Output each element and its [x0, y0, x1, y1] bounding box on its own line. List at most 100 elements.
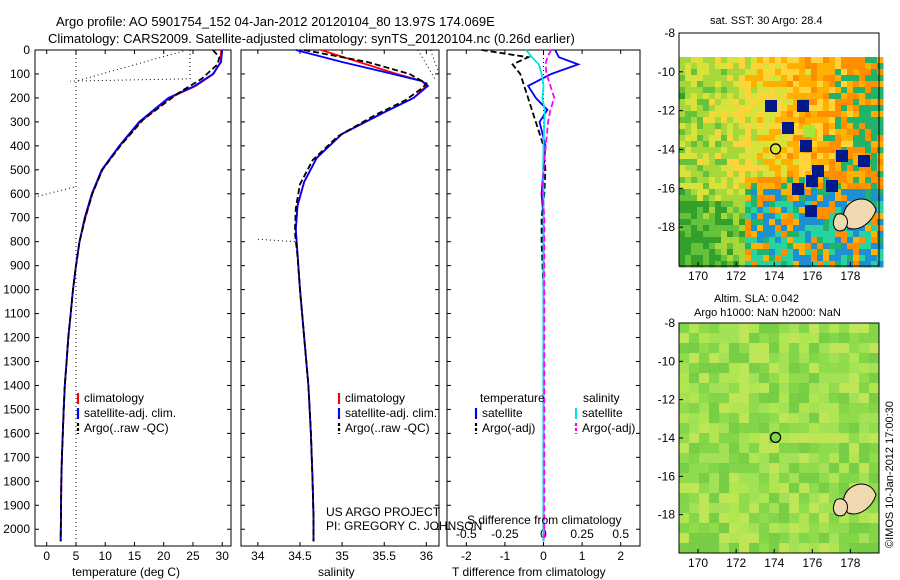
- sst-map-cell: [787, 183, 794, 190]
- depth-tick-label: 1400: [3, 378, 30, 392]
- sla-map-lat-tick-label: -8: [664, 316, 675, 330]
- sst-map-cell: [823, 231, 830, 238]
- sla-map-cell: [729, 403, 740, 414]
- sst-map-cell: [865, 135, 872, 142]
- sla-map-cell: [709, 403, 720, 414]
- temperature-tick-label: 20: [157, 549, 171, 563]
- sst-map-cell: [733, 153, 740, 160]
- sst-map-cell: [805, 255, 812, 262]
- sst-map-cell: [733, 141, 740, 148]
- sla-map-cell: [779, 393, 790, 404]
- sst-map-cell: [727, 201, 734, 208]
- salinity-legend-label: climatology: [345, 391, 405, 405]
- sst-map-cell: [823, 237, 830, 244]
- difference-salinity-legend-label: Argo(-adj): [582, 421, 635, 435]
- depth-tick-label: 1100: [4, 307, 30, 321]
- sst-map-cell: [745, 87, 752, 94]
- sla-map-lat-tick-label: -12: [658, 393, 676, 407]
- sst-map-cell: [739, 183, 746, 190]
- sst-map-cell: [745, 45, 752, 52]
- sst-map-cell: [727, 93, 734, 100]
- sst-map-cell: [787, 189, 794, 196]
- sst-map-cell: [799, 57, 806, 64]
- sst-map-cell: [775, 51, 782, 58]
- sst-map-cell: [727, 195, 734, 202]
- sst-map-cell: [685, 99, 692, 106]
- sla-map-cell: [719, 493, 730, 504]
- sst-map-cell: [823, 195, 830, 202]
- sla-map-cell: [759, 333, 770, 344]
- sst-map-cell: [727, 249, 734, 256]
- sst-map-cell: [769, 213, 776, 220]
- sla-map-cell: [739, 413, 750, 424]
- sst-map-cell: [727, 141, 734, 148]
- sst-map-cell: [715, 93, 722, 100]
- sst-map-cell: [709, 135, 716, 142]
- sla-map-cell: [789, 333, 800, 344]
- sst-map-cell: [835, 165, 842, 172]
- sla-map-lat-tick-label: -16: [658, 469, 676, 483]
- sst-map-cell: [865, 57, 872, 64]
- sst-map-cell: [775, 57, 782, 64]
- sst-map-cell: [793, 261, 800, 268]
- sst-map-cell: [685, 153, 692, 160]
- sst-map-lon-tick-label: 176: [802, 269, 822, 283]
- sla-map-cell: [689, 523, 700, 534]
- sla-map-cell: [789, 533, 800, 544]
- sst-map-cell: [811, 57, 818, 64]
- sst-map-cell: [859, 57, 866, 64]
- sst-map-cell: [769, 225, 776, 232]
- sst-map-cell: [871, 159, 878, 166]
- sst-map-cell: [859, 195, 866, 202]
- sst-map-cell: [739, 123, 746, 130]
- sst-map-cell: [703, 123, 710, 130]
- sla-map-cell: [819, 523, 830, 534]
- sst-map-cell: [685, 243, 692, 250]
- sst-map-cell: [853, 117, 860, 124]
- sst-map-cell: [745, 207, 752, 214]
- sst-map-cell: [829, 153, 836, 160]
- sst-map-cell: [817, 51, 824, 58]
- sst-map-cell: [865, 129, 872, 136]
- sst-map-cell: [679, 135, 686, 142]
- sst-map-cell: [781, 195, 788, 202]
- sst-map-cell: [793, 111, 800, 118]
- sla-map-cell: [729, 333, 740, 344]
- sst-map-cell: [721, 261, 728, 268]
- sst-map-cell: [679, 219, 686, 226]
- sla-map-lon-tick-label: 176: [802, 556, 822, 570]
- sst-map-cell: [745, 129, 752, 136]
- sst-map-cell: [775, 153, 782, 160]
- sst-map-cell: [859, 93, 866, 100]
- sst-map-cell: [847, 243, 854, 250]
- sst-map-cell: [847, 69, 854, 76]
- sla-map-cell: [699, 323, 710, 334]
- sla-map-cell: [759, 383, 770, 394]
- sst-map-cell: [817, 45, 824, 52]
- sst-map-cell: [727, 243, 734, 250]
- sst-map-cell: [805, 51, 812, 58]
- sst-map-cell: [787, 75, 794, 82]
- sst-map-cell: [841, 75, 848, 82]
- sst-map-cell: [721, 87, 728, 94]
- sst-map-cell: [841, 249, 848, 256]
- sst-map-cell: [721, 213, 728, 220]
- sst-map-cell: [775, 63, 782, 70]
- sst-map-cell: [799, 45, 806, 52]
- sla-map-cell: [759, 393, 770, 404]
- sst-map-cell: [817, 129, 824, 136]
- sst-map-cell: [859, 243, 866, 250]
- sst-map-cell: [877, 33, 884, 40]
- sst-map-cell: [859, 135, 866, 142]
- sst-map-cell: [799, 213, 806, 220]
- salinity-tick-label: 35: [335, 549, 349, 563]
- sst-map-cell: [769, 177, 776, 184]
- sst-map-cell: [793, 93, 800, 100]
- sst-map-cell: [739, 39, 746, 46]
- sst-map-cell: [793, 33, 800, 40]
- sst-map-cell: [751, 81, 758, 88]
- sst-map-cell: [871, 165, 878, 172]
- sst-map-cell: [709, 87, 716, 94]
- sst-map-missing-cell: [836, 150, 848, 162]
- sla-map-cell: [749, 483, 760, 494]
